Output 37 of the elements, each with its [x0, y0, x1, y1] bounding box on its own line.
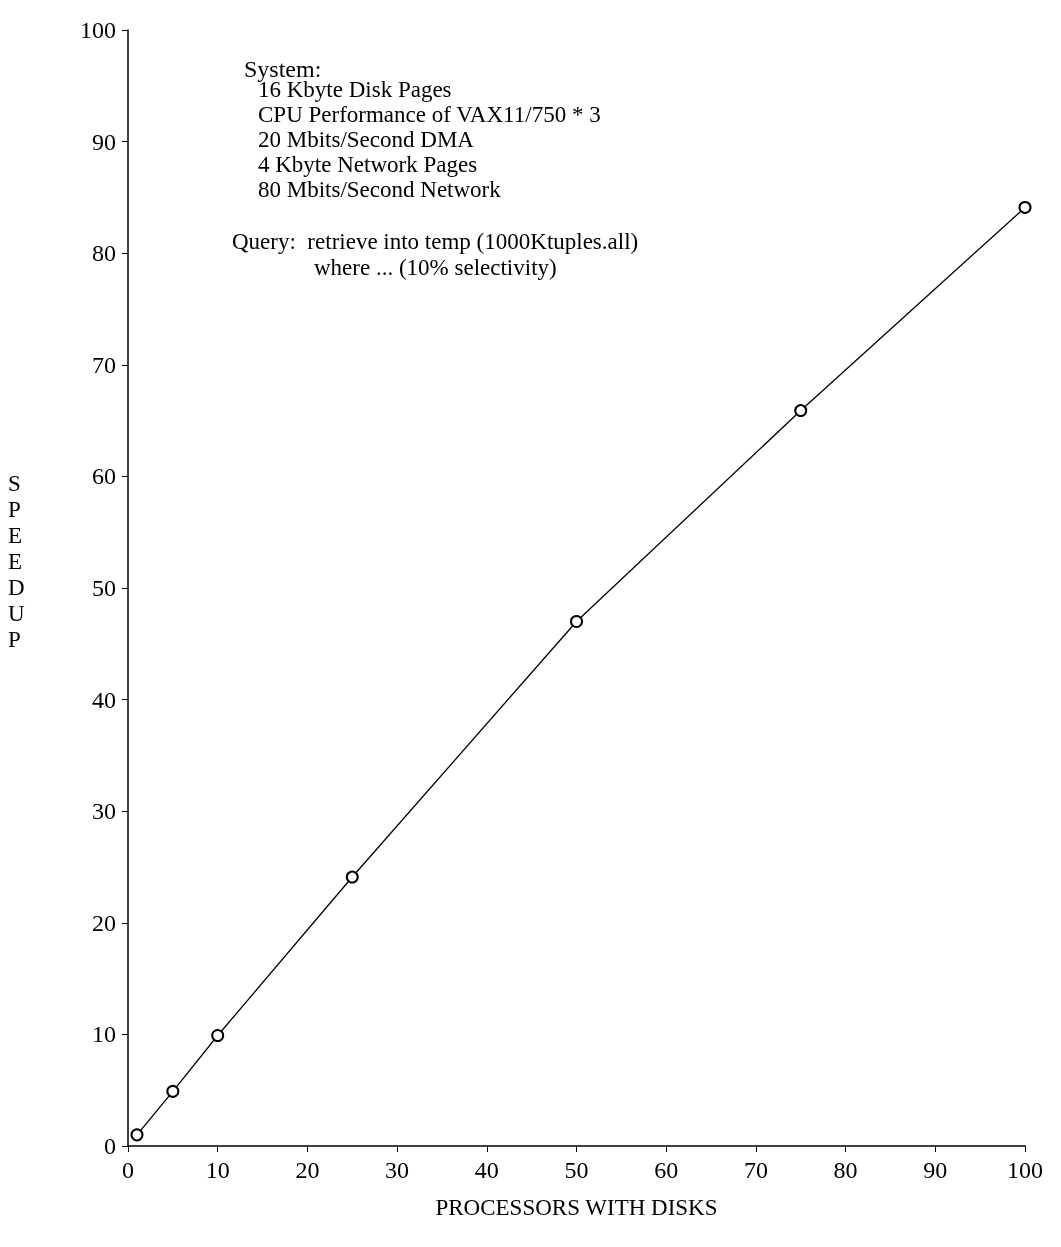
- point: [130, 1128, 144, 1142]
- y-tick-label: 90: [92, 128, 116, 155]
- annotation: 4 Kbyte Network Pages: [258, 152, 478, 177]
- x-tick-label: 70: [743, 1157, 768, 1183]
- y-tick-label: 100: [80, 17, 116, 43]
- y-axis-title: SPEEDUP: [8, 470, 25, 652]
- y-tick-label: 70: [92, 351, 116, 378]
- y-tick-label: 80: [92, 240, 116, 267]
- point: [345, 870, 359, 884]
- annotation: Query: retrieve into temp (1000Ktuples.all): [232, 229, 639, 254]
- annotation: where ... (10% selectivity): [314, 255, 557, 280]
- annotation: 80 Mbits/Second Network: [258, 177, 502, 202]
- point: [211, 1029, 225, 1043]
- y-tick-label: 40: [92, 686, 116, 713]
- x-tick-label: 10: [205, 1157, 230, 1183]
- y-tick-label: 10: [92, 1021, 116, 1048]
- point: [570, 614, 583, 628]
- annotation: CPU Performance of VAX11/750 * 3: [258, 102, 601, 127]
- y-tick-label: 50: [92, 575, 116, 601]
- y-tick-label: 0: [104, 1133, 116, 1159]
- point: [1018, 200, 1032, 214]
- y-tick-label: 30: [92, 798, 116, 825]
- point: [166, 1084, 180, 1098]
- point: [794, 404, 808, 418]
- annotation: 20 Mbits/Second DMA: [258, 127, 475, 152]
- x-tick-label: 40: [474, 1157, 499, 1183]
- x-axis-title: PROCESSORS WITH DISKS: [435, 1195, 718, 1220]
- y-tick-label: 20: [92, 909, 116, 936]
- x-tick-label: 90: [923, 1157, 948, 1183]
- x-tick-label: 30: [385, 1157, 410, 1183]
- x-tick-label: 0: [122, 1157, 134, 1183]
- x-tick-label: 80: [833, 1157, 858, 1183]
- x-tick-label: 20: [295, 1157, 320, 1183]
- y-tick-label: 60: [92, 463, 116, 490]
- x-tick-label: 50: [564, 1157, 589, 1183]
- x-tick-label: 60: [654, 1157, 679, 1183]
- x-tick-label: 100: [1007, 1157, 1043, 1183]
